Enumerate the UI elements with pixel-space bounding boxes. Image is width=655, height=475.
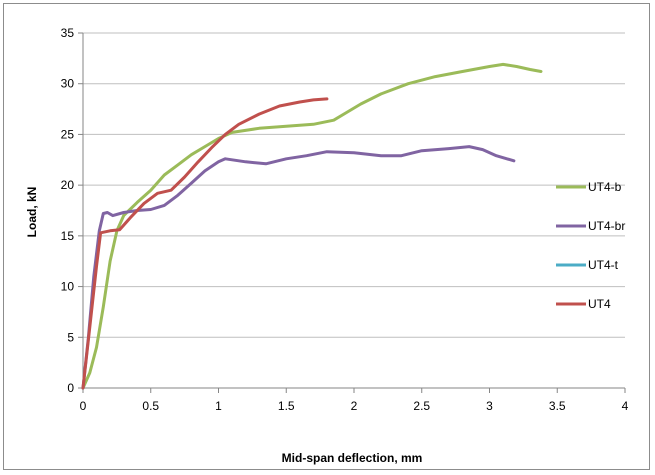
x-tick-label: 0 [80,399,87,413]
x-tick-label: 1.5 [278,399,295,413]
y-tick-label: 35 [61,26,75,40]
x-tick-label: 1 [215,399,222,413]
x-tick-label: 3 [486,399,493,413]
x-tick-label: 3.5 [549,399,566,413]
y-tick-label: 10 [61,280,75,294]
legend-label: UT4-br [588,219,625,233]
legend: UT4-b UT4-br UT4-t UT4 [556,180,625,311]
series-line-ut4-br [81,145,516,390]
y-tick-label: 25 [61,127,75,141]
legend-label: UT4-b [588,180,622,194]
y-tick-label: 0 [67,381,74,395]
x-tick-label: 4 [622,399,629,413]
y-tick-label: 20 [61,178,75,192]
series-lines [81,62,543,390]
chart-frame [3,3,650,470]
tick-labels: 0 5 10 15 20 25 30 35 0 0.5 1 1.5 2 2.5 3 3.5 4 [61,26,629,413]
grid-lines [83,32,625,338]
x-axis-title: Mid-span deflection, mm [282,451,423,465]
legend-label: UT4 [588,297,611,311]
y-axis-title: Load, kN [25,187,39,238]
series-line-ut4-b [81,62,543,390]
x-tick-label: 0.5 [142,399,159,413]
y-tick-label: 30 [61,77,75,91]
series-line-ut4 [81,97,329,390]
axes [78,32,626,393]
x-tick-label: 2.5 [413,399,430,413]
y-tick-label: 15 [61,229,75,243]
legend-label: UT4-t [588,258,619,272]
x-tick-label: 2 [351,399,358,413]
y-tick-label: 5 [67,330,74,344]
